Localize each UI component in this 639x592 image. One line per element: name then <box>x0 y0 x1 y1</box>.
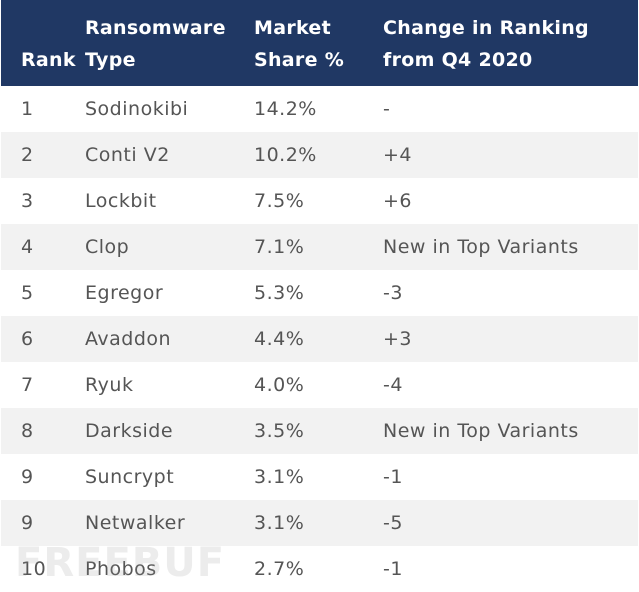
cell-rank: 1 <box>21 98 34 120</box>
table-row: 7 Ryuk 4.0% -4 <box>1 362 638 408</box>
cell-share: 3.1% <box>254 466 305 488</box>
table-row: 6 Avaddon 4.4% +3 <box>1 316 638 362</box>
cell-share: 3.5% <box>254 420 305 442</box>
cell-share: 4.0% <box>254 374 305 396</box>
cell-type: Avaddon <box>85 328 172 350</box>
header-share-line1: Market <box>254 17 331 39</box>
header-market-share: Market Share % <box>254 0 383 86</box>
table-row: 9 Netwalker 3.1% -5 <box>1 500 638 546</box>
cell-type: Phobos <box>85 558 157 580</box>
table-row: 4 Clop 7.1% New in Top Variants <box>1 224 638 270</box>
table-row: 5 Egregor 5.3% -3 <box>1 270 638 316</box>
cell-share: 2.7% <box>254 558 305 580</box>
cell-rank: 7 <box>21 374 34 396</box>
table-row: 8 Darkside 3.5% New in Top Variants <box>1 408 638 454</box>
cell-rank: 9 <box>21 512 34 534</box>
header-change-in-ranking: Change in Ranking from Q4 2020 <box>383 0 638 86</box>
table-row: 9 Suncrypt 3.1% -1 <box>1 454 638 500</box>
cell-rank: 3 <box>21 190 34 212</box>
cell-rank: 5 <box>21 282 34 304</box>
table-row: 3 Lockbit 7.5% +6 <box>1 178 638 224</box>
cell-rank: 8 <box>21 420 34 442</box>
table-row: 1 Sodinokibi 14.2% - <box>1 86 638 132</box>
cell-change: - <box>383 98 391 120</box>
cell-type: Suncrypt <box>85 466 175 488</box>
table-body: 1 Sodinokibi 14.2% - 2 Conti V2 10.2% +4… <box>1 86 638 592</box>
cell-change: -1 <box>383 558 403 580</box>
cell-rank: 10 <box>21 558 47 580</box>
cell-type: Netwalker <box>85 512 186 534</box>
cell-change: +4 <box>383 144 413 166</box>
cell-share: 10.2% <box>254 144 317 166</box>
header-type-line1: Ransomware <box>85 17 226 39</box>
cell-change: -1 <box>383 466 403 488</box>
cell-change: New in Top Variants <box>383 236 579 258</box>
header-change-line2: from Q4 2020 <box>383 49 533 71</box>
cell-share: 7.1% <box>254 236 305 258</box>
table-row: 2 Conti V2 10.2% +4 <box>1 132 638 178</box>
cell-change: New in Top Variants <box>383 420 579 442</box>
cell-change: -5 <box>383 512 403 534</box>
cell-change: -4 <box>383 374 403 396</box>
header-rank-label: Rank <box>21 49 76 71</box>
header-change-line1: Change in Ranking <box>383 17 589 39</box>
cell-type: Clop <box>85 236 130 258</box>
header-rank: Rank <box>1 0 85 86</box>
header-type-line2: Type <box>85 49 136 71</box>
cell-share: 3.1% <box>254 512 305 534</box>
cell-rank: 9 <box>21 466 34 488</box>
cell-change: +3 <box>383 328 413 350</box>
cell-share: 14.2% <box>254 98 317 120</box>
cell-type: Ryuk <box>85 374 134 396</box>
table-header: Rank Ransomware Type Market Share % Chan… <box>1 0 638 86</box>
cell-type: Conti V2 <box>85 144 170 166</box>
cell-type: Egregor <box>85 282 164 304</box>
cell-type: Sodinokibi <box>85 98 189 120</box>
cell-change: -3 <box>383 282 403 304</box>
header-ransomware-type: Ransomware Type <box>85 0 254 86</box>
table-row: 10 Phobos 2.7% -1 <box>1 546 638 592</box>
header-share-line2: Share % <box>254 49 345 71</box>
cell-type: Darkside <box>85 420 174 442</box>
header-row: Rank Ransomware Type Market Share % Chan… <box>1 0 638 86</box>
cell-rank: 2 <box>21 144 34 166</box>
cell-type: Lockbit <box>85 190 157 212</box>
cell-share: 4.4% <box>254 328 305 350</box>
cell-change: +6 <box>383 190 413 212</box>
cell-rank: 6 <box>21 328 34 350</box>
cell-rank: 4 <box>21 236 34 258</box>
cell-share: 5.3% <box>254 282 305 304</box>
cell-share: 7.5% <box>254 190 305 212</box>
